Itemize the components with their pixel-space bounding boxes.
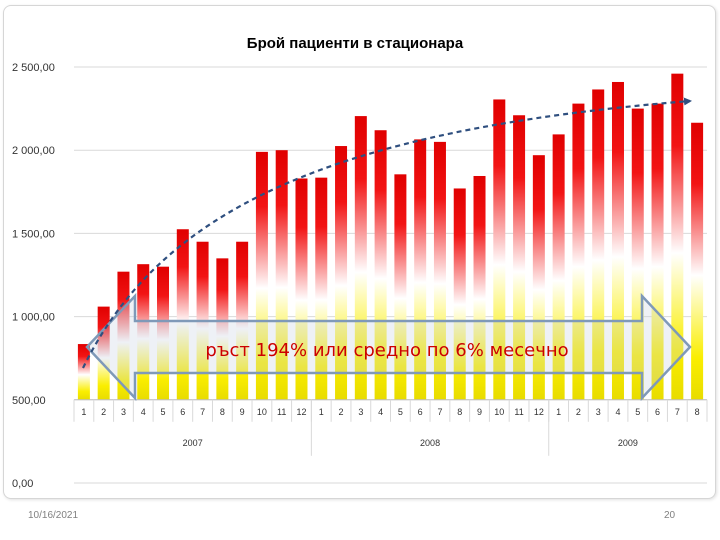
y-tick-label: 500,00	[12, 395, 46, 407]
bar	[453, 188, 466, 400]
bar	[572, 103, 585, 400]
y-tick-label: 2 500,00	[12, 62, 55, 74]
x-tick-label: 5	[398, 407, 403, 417]
bar	[651, 103, 664, 400]
x-tick-label: 4	[141, 407, 146, 417]
x-tick-label: 2	[101, 407, 106, 417]
chart-title: Брой пациенти в стационара	[247, 35, 464, 52]
footer-date: 10/16/2021	[28, 510, 79, 521]
bar	[374, 130, 387, 400]
footer-page-number: 20	[664, 510, 676, 521]
x-tick-label: 7	[675, 407, 680, 417]
growth-annotation: ръст 194% или средно по 6% месечно	[205, 340, 568, 361]
x-tick-label: 7	[437, 407, 442, 417]
bar	[354, 116, 367, 400]
bar	[671, 73, 684, 400]
x-tick-label: 12	[534, 407, 544, 417]
x-tick-label: 6	[180, 407, 185, 417]
x-tick-label: 3	[358, 407, 363, 417]
bar	[137, 264, 150, 400]
bar	[275, 150, 288, 400]
group-label: 2009	[618, 438, 638, 448]
bar	[414, 139, 427, 400]
bar	[335, 146, 348, 400]
x-tick-label: 1	[319, 407, 324, 417]
y-tick-label: 0,00	[12, 478, 33, 490]
x-tick-label: 4	[615, 407, 620, 417]
x-tick-label: 2	[339, 407, 344, 417]
bar	[176, 229, 189, 400]
double-arrow-shape	[85, 292, 692, 402]
x-tick-label: 12	[296, 407, 306, 417]
bar	[394, 174, 407, 400]
bar	[295, 178, 308, 400]
y-tick-label: 1 500,00	[12, 228, 55, 240]
bar	[97, 306, 110, 400]
x-tick-label: 6	[418, 407, 423, 417]
bar	[315, 177, 328, 400]
bar	[157, 266, 170, 400]
x-tick-label: 10	[257, 407, 267, 417]
bar	[493, 99, 506, 400]
x-tick-label: 1	[556, 407, 561, 417]
x-tick-label: 9	[477, 407, 482, 417]
x-tick-label: 7	[200, 407, 205, 417]
x-tick-label: 9	[240, 407, 245, 417]
x-tick-label: 2	[576, 407, 581, 417]
x-tick-label: 10	[494, 407, 504, 417]
bar	[532, 155, 545, 400]
trend-curve	[82, 97, 692, 369]
x-tick-label: 3	[121, 407, 126, 417]
x-tick-label: 5	[635, 407, 640, 417]
y-tick-label: 2 000,00	[12, 145, 55, 157]
bar	[631, 108, 644, 400]
bar	[433, 141, 446, 400]
x-tick-label: 1	[81, 407, 86, 417]
x-tick-label: 8	[220, 407, 225, 417]
group-label: 2007	[183, 438, 203, 448]
x-tick-label: 11	[514, 407, 523, 417]
bar	[216, 258, 229, 400]
x-tick-label: 4	[378, 407, 383, 417]
x-tick-label: 8	[457, 407, 462, 417]
x-tick-label: 8	[695, 407, 700, 417]
group-label: 2008	[420, 438, 440, 448]
bar	[255, 151, 268, 400]
bar	[473, 175, 486, 400]
x-tick-label: 5	[161, 407, 166, 417]
bar	[691, 122, 704, 400]
x-tick-label: 3	[596, 407, 601, 417]
bar	[513, 115, 526, 400]
x-tick-label: 6	[655, 407, 660, 417]
x-tick-label: 11	[277, 407, 286, 417]
y-tick-label: 1 000,00	[12, 312, 55, 324]
bar	[77, 344, 90, 400]
bar	[552, 134, 565, 400]
